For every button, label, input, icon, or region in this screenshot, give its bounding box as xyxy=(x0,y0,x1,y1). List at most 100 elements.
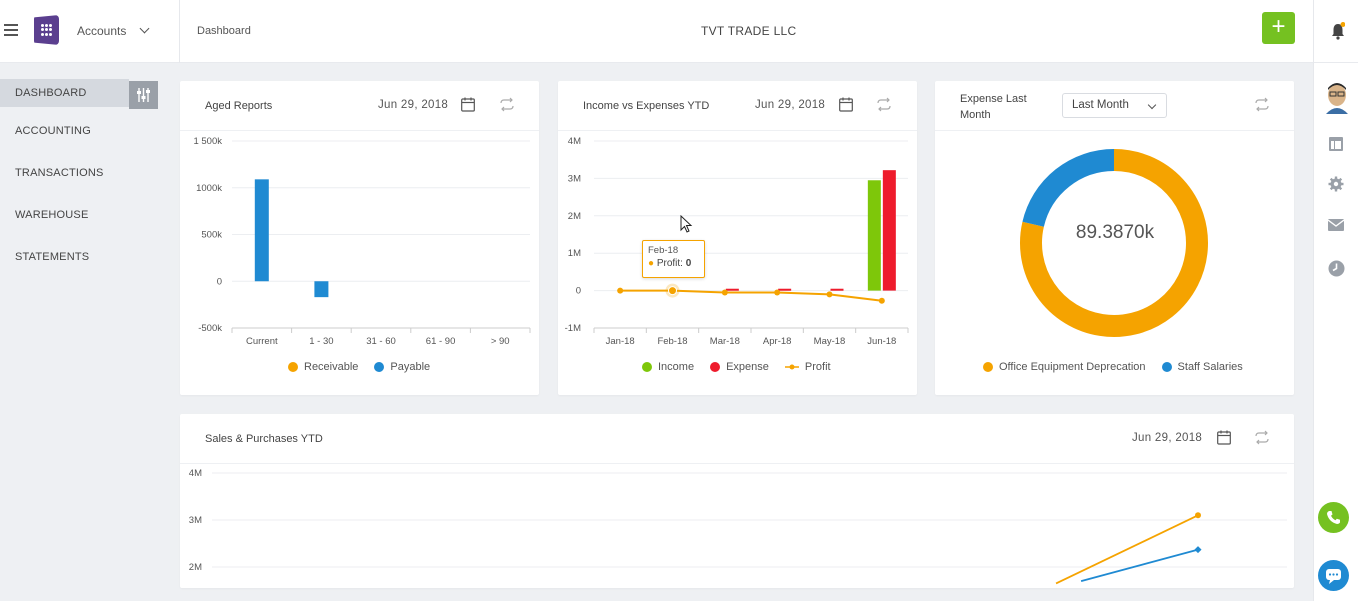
chevron-down-icon[interactable] xyxy=(139,23,150,34)
refresh-icon[interactable] xyxy=(1254,430,1270,445)
period-select[interactable]: Last Month xyxy=(1062,93,1167,118)
card-header: Expense Last Month Last Month xyxy=(935,81,1294,131)
date-label: Jun 29, 2018 xyxy=(1132,432,1203,444)
x-tick-label: Jun-18 xyxy=(867,336,896,347)
chart-legend: Receivable Payable xyxy=(288,361,430,373)
profit-point xyxy=(826,291,833,298)
y-tick-label: 1M xyxy=(568,248,581,259)
y-tick-label: 0 xyxy=(217,276,222,287)
y-tick-label: 2M xyxy=(189,562,202,573)
user-avatar[interactable] xyxy=(1323,82,1351,114)
hamburger-menu-icon[interactable] xyxy=(4,24,18,36)
y-tick-label: 3M xyxy=(568,173,581,184)
legend-label: Income xyxy=(658,361,695,373)
y-tick-label: 2M xyxy=(568,211,581,222)
legend-label: Expense xyxy=(726,361,769,373)
y-tick-label: -500k xyxy=(198,323,222,334)
y-tick-label: 4M xyxy=(189,468,202,479)
sidebar: DASHBOARD ACCOUNTING TRANSACTIONS WAREHO… xyxy=(0,63,165,601)
sidebar-item-transactions[interactable]: TRANSACTIONS xyxy=(15,167,104,179)
mail-icon[interactable] xyxy=(1328,219,1344,231)
refresh-icon[interactable] xyxy=(876,97,892,112)
sidebar-item-accounting[interactable]: ACCOUNTING xyxy=(15,125,91,137)
card-header: Sales & Purchases YTD Jun 29, 2018 xyxy=(180,414,1294,464)
chat-icon xyxy=(1326,569,1341,584)
notification-bell-icon[interactable] xyxy=(1331,22,1345,40)
expense-donut-chart xyxy=(1020,149,1208,337)
bar-expense xyxy=(882,170,896,291)
expense-last-month-card: Expense Last Month Last Month 89.3870k O… xyxy=(935,81,1294,395)
profit-point xyxy=(668,286,677,296)
chat-button[interactable] xyxy=(1318,560,1349,591)
tooltip-label: Profit: xyxy=(656,258,683,269)
phone-icon xyxy=(1327,511,1340,524)
donut-slice xyxy=(1020,149,1208,337)
x-tick-label: Current xyxy=(246,336,278,347)
line-marker-icon xyxy=(784,364,799,370)
bar-expense xyxy=(830,288,844,291)
calendar-icon[interactable] xyxy=(1217,430,1231,445)
call-button[interactable] xyxy=(1318,502,1349,533)
company-name: TVT TRADE LLC xyxy=(701,24,797,38)
y-tick-label: 1 500k xyxy=(193,136,222,147)
customize-dashboard-button[interactable] xyxy=(129,81,158,109)
legend-label: Office Equipment Deprecation xyxy=(999,361,1146,373)
calendar-icon[interactable] xyxy=(839,97,853,112)
refresh-icon[interactable] xyxy=(1254,97,1270,112)
card-title: Income vs Expenses YTD xyxy=(583,100,710,112)
tooltip-title: Feb-18 xyxy=(648,245,679,256)
series-point xyxy=(1194,546,1202,554)
date-label: Jun 29, 2018 xyxy=(755,99,826,111)
sidebar-item-statements[interactable]: STATEMENTS xyxy=(15,251,90,263)
chart-legend: Income Expense Profit xyxy=(642,361,831,373)
y-tick-label: 1000k xyxy=(196,183,222,194)
x-tick-label: > 90 xyxy=(491,336,510,347)
x-tick-label: 1 - 30 xyxy=(309,336,333,347)
clock-icon[interactable] xyxy=(1328,260,1345,277)
bar-expense xyxy=(778,288,792,291)
refresh-icon[interactable] xyxy=(499,97,515,112)
bar-payable xyxy=(254,179,269,282)
aged-reports-chart: 1 500k 1000k 500k 0 -500k Current 1 - 30 31 - 6… xyxy=(193,136,531,347)
add-button[interactable]: + xyxy=(1262,12,1295,44)
tooltip-value: 0 xyxy=(685,258,692,269)
sales-purchases-chart: 4M 3M 2M xyxy=(189,468,1287,585)
legend-item-receivable[interactable]: Receivable xyxy=(288,361,358,373)
sidebar-item-warehouse[interactable]: WAREHOUSE xyxy=(15,209,89,221)
legend-item-income[interactable]: Income xyxy=(642,361,694,373)
legend-label: Profit xyxy=(804,361,831,373)
legend-label: Payable xyxy=(390,361,431,373)
bar-payable xyxy=(314,281,329,298)
sales-purchases-card: Sales & Purchases YTD Jun 29, 2018 4M 3M 2… xyxy=(180,414,1294,588)
legend-item-office-equipment[interactable]: Office Equipment Deprecation xyxy=(983,361,1146,373)
period-select-value: Last Month xyxy=(1072,99,1129,111)
layout-icon[interactable] xyxy=(1328,136,1344,152)
y-tick-label: -1M xyxy=(565,323,581,334)
y-tick-label: 500k xyxy=(201,230,222,241)
chart-tooltip: Feb-18 ● Profit: 0 xyxy=(642,240,705,278)
breadcrumb: Dashboard xyxy=(197,25,251,37)
calendar-icon[interactable] xyxy=(461,97,475,112)
card-title: Aged Reports xyxy=(205,100,273,112)
sliders-icon xyxy=(137,88,150,102)
y-tick-label: 3M xyxy=(189,515,202,526)
brand-area: Accounts xyxy=(0,0,180,63)
legend-item-staff-salaries[interactable]: Staff Salaries xyxy=(1161,361,1243,373)
x-tick-label: Mar-18 xyxy=(710,336,740,347)
card-header: Income vs Expenses YTD Jun 29, 2018 xyxy=(558,81,917,131)
gear-icon[interactable] xyxy=(1328,176,1344,192)
top-bar: Accounts Dashboard TVT TRADE LLC + xyxy=(0,0,1358,63)
profit-point xyxy=(878,297,885,304)
app-logo[interactable] xyxy=(34,15,59,45)
series-line xyxy=(1080,548,1199,582)
legend-item-expense[interactable]: Expense xyxy=(710,361,769,373)
date-label: Jun 29, 2018 xyxy=(378,99,449,111)
card-title: Expense Last Month xyxy=(960,91,1027,123)
app-switcher[interactable]: Accounts xyxy=(77,24,127,38)
series-line xyxy=(1055,514,1199,585)
legend-item-profit[interactable]: Profit xyxy=(784,361,831,373)
card-header: Aged Reports Jun 29, 2018 xyxy=(180,81,539,131)
legend-item-payable[interactable]: Payable xyxy=(374,361,430,373)
y-tick-label: 4M xyxy=(568,136,581,147)
sidebar-item-dashboard[interactable]: DASHBOARD xyxy=(0,79,129,107)
